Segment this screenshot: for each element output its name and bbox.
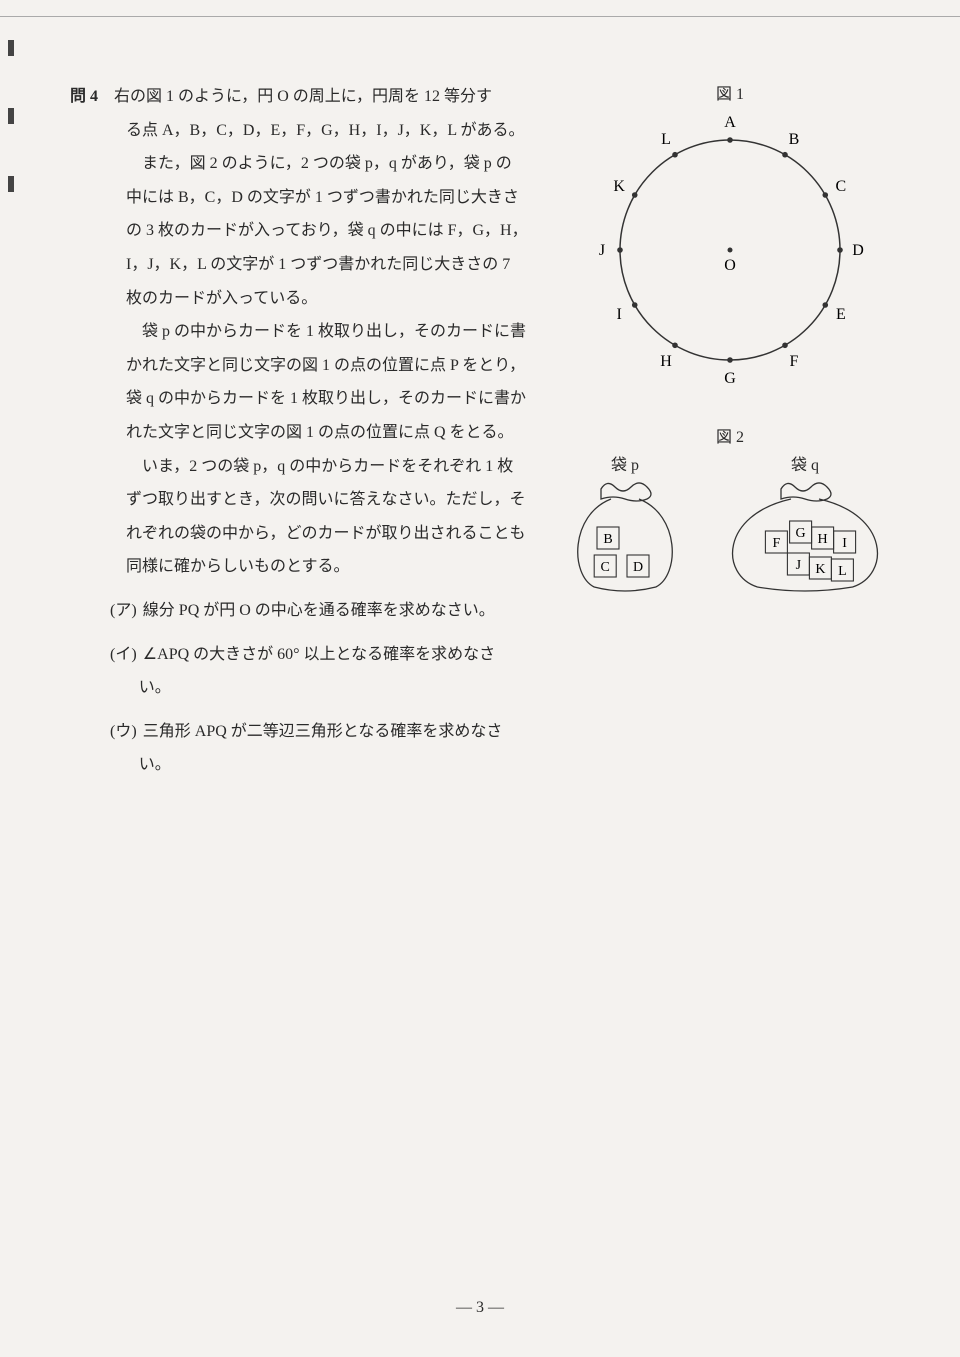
intro-text-6: 枚のカードが入っている。 [110,282,530,316]
subquestion-i: (イ) ∠APQ の大きさが 60° 以上となる確率を求めなさ [110,638,530,672]
intro-text-7: 袋 p の中からカードを 1 枚取り出し，そのカードに書 [110,315,530,349]
sub-i-text-1: ∠APQ の大きさが 60° 以上となる確率を求めなさ [143,646,495,663]
svg-text:F: F [773,536,781,551]
svg-text:G: G [796,526,806,541]
figure-column: 図 1 OABCDEFGHIJKL 図 2 袋 p BCD 袋 q FGHIJK… [570,80,890,782]
problem-intro-line-1: 問 4 右の図 1 のように，円 O の周上に，円周を 12 等分す [70,80,530,114]
fig2-title: 図 2 [570,423,890,447]
svg-text:A: A [724,114,736,131]
fig1-circle-diagram: O A B C D E F G H I J K L [570,110,890,400]
svg-text:L: L [838,564,847,579]
svg-text:E: E [836,306,846,323]
page-top-rule [0,16,960,17]
svg-text:O: O [724,257,736,274]
svg-text:K: K [815,562,825,577]
bag-p-block: 袋 p BC D [570,451,680,600]
intro-text-2: また，図 2 のように，2 つの袋 p，q があり，袋 p の [110,147,530,181]
intro-text-0: 右の図 1 のように，円 O の周上に，円周を 12 等分す [114,88,492,105]
sub-i-label: (イ) [110,638,139,672]
sub-u-label: (ウ) [110,715,139,749]
subquestion-u: (ウ) 三角形 APQ が二等辺三角形となる確率を求めなさ [110,715,530,749]
sub-i-cont: い。 [110,671,530,705]
content-row: 問 4 右の図 1 のように，円 O の周上に，円周を 12 等分す る点 A，… [70,80,890,782]
svg-text:J: J [796,558,802,573]
bag-q-svg: FGHI JKL [720,475,890,595]
page-number: — 3 — [0,1299,960,1317]
svg-text:H: H [660,353,672,370]
svg-text:C: C [836,178,847,195]
bag-p-svg: BC D [570,475,680,595]
intro-text-1: る点 A，B，C，D，E，F，G，H，I，J，K，L がある。 [110,114,530,148]
intro-text-13: れぞれの袋の中から，どのカードが取り出されることも [110,517,530,551]
svg-text:B: B [789,131,800,148]
sub-a-text: 線分 PQ が円 O の中心を通る確率を求めなさい。 [143,602,495,619]
fig1-title: 図 1 [570,80,890,104]
svg-text:I: I [616,306,621,323]
svg-text:H: H [818,532,828,547]
scan-markers [8,40,14,244]
svg-text:L: L [661,131,671,148]
intro-text-8: かれた文字と同じ文字の図 1 の点の位置に点 P をとり， [110,349,530,383]
problem-text-column: 問 4 右の図 1 のように，円 O の周上に，円周を 12 等分す る点 A，… [70,80,530,782]
bag-q-block: 袋 q FGHI JKL [720,451,890,600]
intro-text-3: 中には B，C，D の文字が 1 つずつ書かれた同じ大きさ [110,181,530,215]
sub-u-text-1: 三角形 APQ が二等辺三角形となる確率を求めなさ [143,723,503,740]
svg-text:K: K [613,178,625,195]
sub-u-text-2: い。 [139,756,171,773]
subquestion-a: (ア) 線分 PQ が円 O の中心を通る確率を求めなさい。 [110,594,530,628]
intro-text-5: I，J，K，L の文字が 1 つずつ書かれた同じ大きさの 7 [110,248,530,282]
intro-text-9: 袋 q の中からカードを 1 枚取り出し，そのカードに書か [110,382,530,416]
sub-u-cont: い。 [110,748,530,782]
svg-text:B: B [603,532,612,547]
intro-text-4: の 3 枚のカードが入っており，袋 q の中には F，G，H， [110,214,530,248]
svg-text:G: G [724,370,736,387]
svg-text:J: J [599,242,605,259]
sub-a-label: (ア) [110,594,139,628]
bag-p-label: 袋 p [570,451,680,475]
intro-text-12: ずつ取り出すとき，次の問いに答えなさい。ただし，そ [110,483,530,517]
fig2-bags-row: 袋 p BC D 袋 q FGHI JKL [570,451,890,600]
intro-text-14: 同様に確からしいものとする。 [110,550,530,584]
svg-text:D: D [633,560,643,575]
svg-text:C: C [601,560,610,575]
bag-q-label: 袋 q [720,451,890,475]
svg-text:D: D [852,242,864,259]
svg-text:F: F [790,353,799,370]
intro-text-10: れた文字と同じ文字の図 1 の点の位置に点 Q をとる。 [110,416,530,450]
svg-text:I: I [842,536,847,551]
problem-number: 問 4 [70,88,98,105]
sub-i-text-2: い。 [139,679,171,696]
intro-text-11: いま，2 つの袋 p，q の中からカードをそれぞれ 1 枚 [110,450,530,484]
